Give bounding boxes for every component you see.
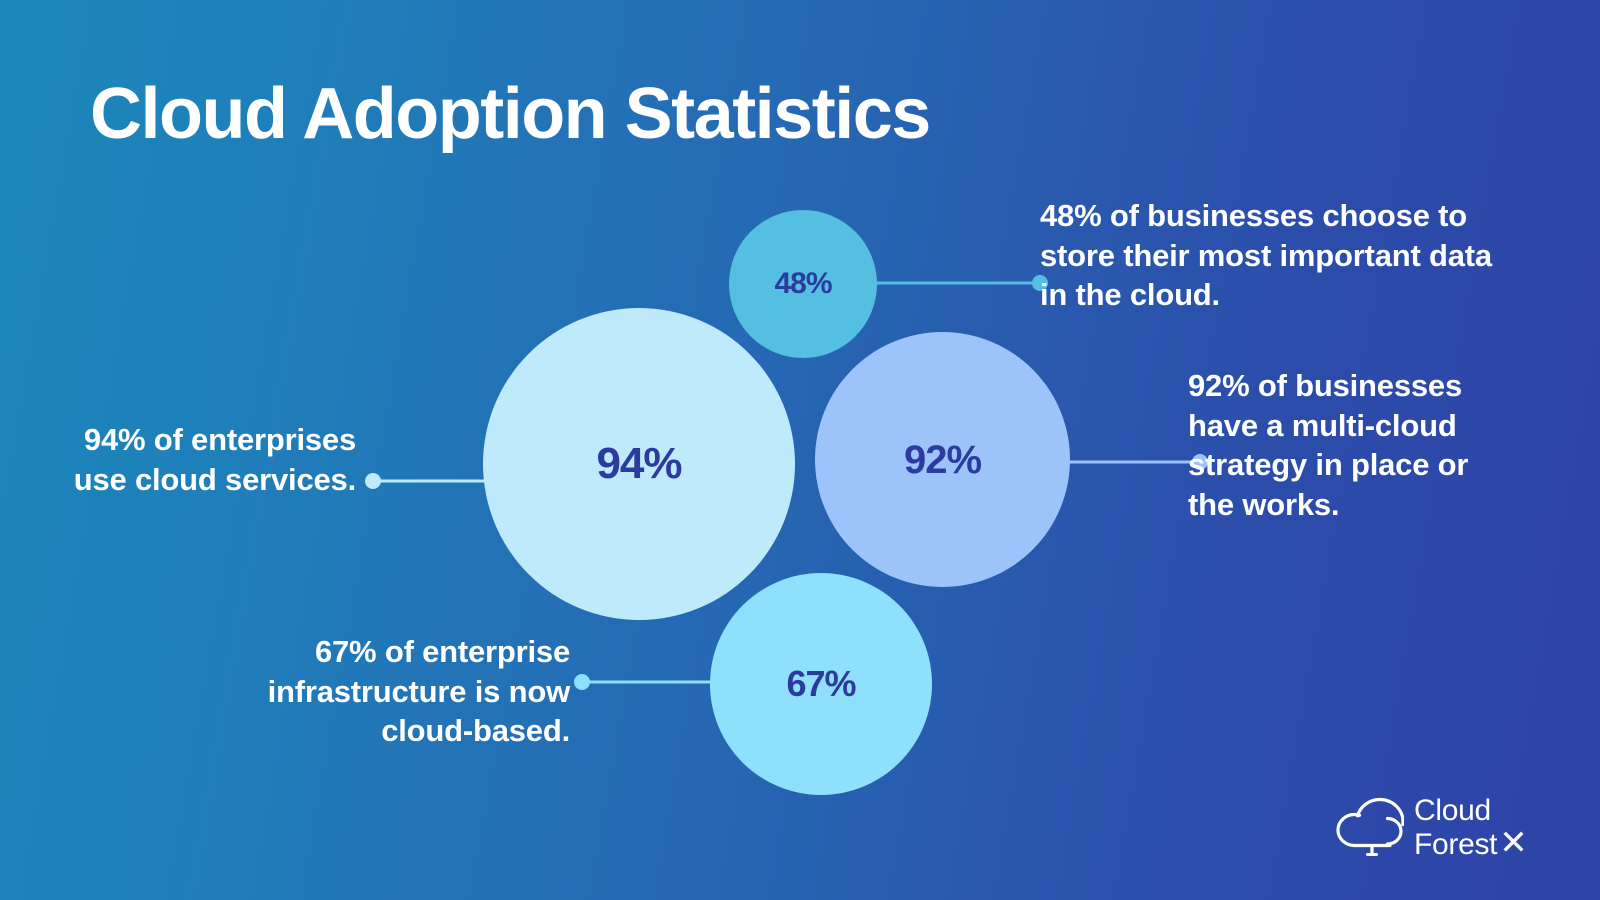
connector-line-92 xyxy=(1068,460,1200,464)
bubble-value-67: 67% xyxy=(786,663,856,704)
logo-x-icon: ✕ xyxy=(1499,824,1528,862)
connector-48 xyxy=(874,275,1048,291)
connector-dot-48 xyxy=(1032,275,1048,291)
bubble-92[interactable]: 92% xyxy=(815,332,1070,587)
connector-67 xyxy=(574,674,719,690)
logo-text-forest: Forest xyxy=(1414,828,1498,861)
logo-line-cloud: Cloud xyxy=(1414,796,1527,826)
callout-text-48: 48% of businesses choose to store their … xyxy=(1040,198,1492,313)
callout-text-67: 67% of enterprise infrastructure is now … xyxy=(267,634,571,749)
connector-line-94 xyxy=(373,479,495,483)
callout-text-92: 92% of businesses have a multi-cloud str… xyxy=(1188,368,1469,523)
logo-wordmark: Cloud Forest ✕ xyxy=(1414,796,1528,862)
connector-92 xyxy=(1068,454,1208,470)
bubble-value-92: 92% xyxy=(903,437,982,482)
page-title: Cloud Adoption Statistics xyxy=(90,74,931,154)
connector-line-67 xyxy=(582,680,719,684)
callout-text-94: 94% of enterprises use cloud services. xyxy=(73,422,356,497)
connector-dot-67 xyxy=(574,674,590,690)
connector-94 xyxy=(365,473,495,489)
bubble-value-94: 94% xyxy=(596,439,682,488)
bubble-value-48: 48% xyxy=(774,267,832,300)
connector-line-48 xyxy=(874,281,1040,285)
brand-logo[interactable]: Cloud Forest ✕ xyxy=(1332,786,1562,870)
cloud-tree-icon xyxy=(1332,795,1405,862)
connector-dot-94 xyxy=(365,473,381,489)
bubble-94[interactable]: 94% xyxy=(483,308,795,620)
bubble-67[interactable]: 67% xyxy=(710,573,932,795)
logo-text-cloud: Cloud xyxy=(1414,794,1491,827)
bubble-48[interactable]: 48% xyxy=(729,210,877,358)
connector-dot-92 xyxy=(1192,454,1208,470)
logo-line-forest: Forest ✕ xyxy=(1414,824,1528,862)
